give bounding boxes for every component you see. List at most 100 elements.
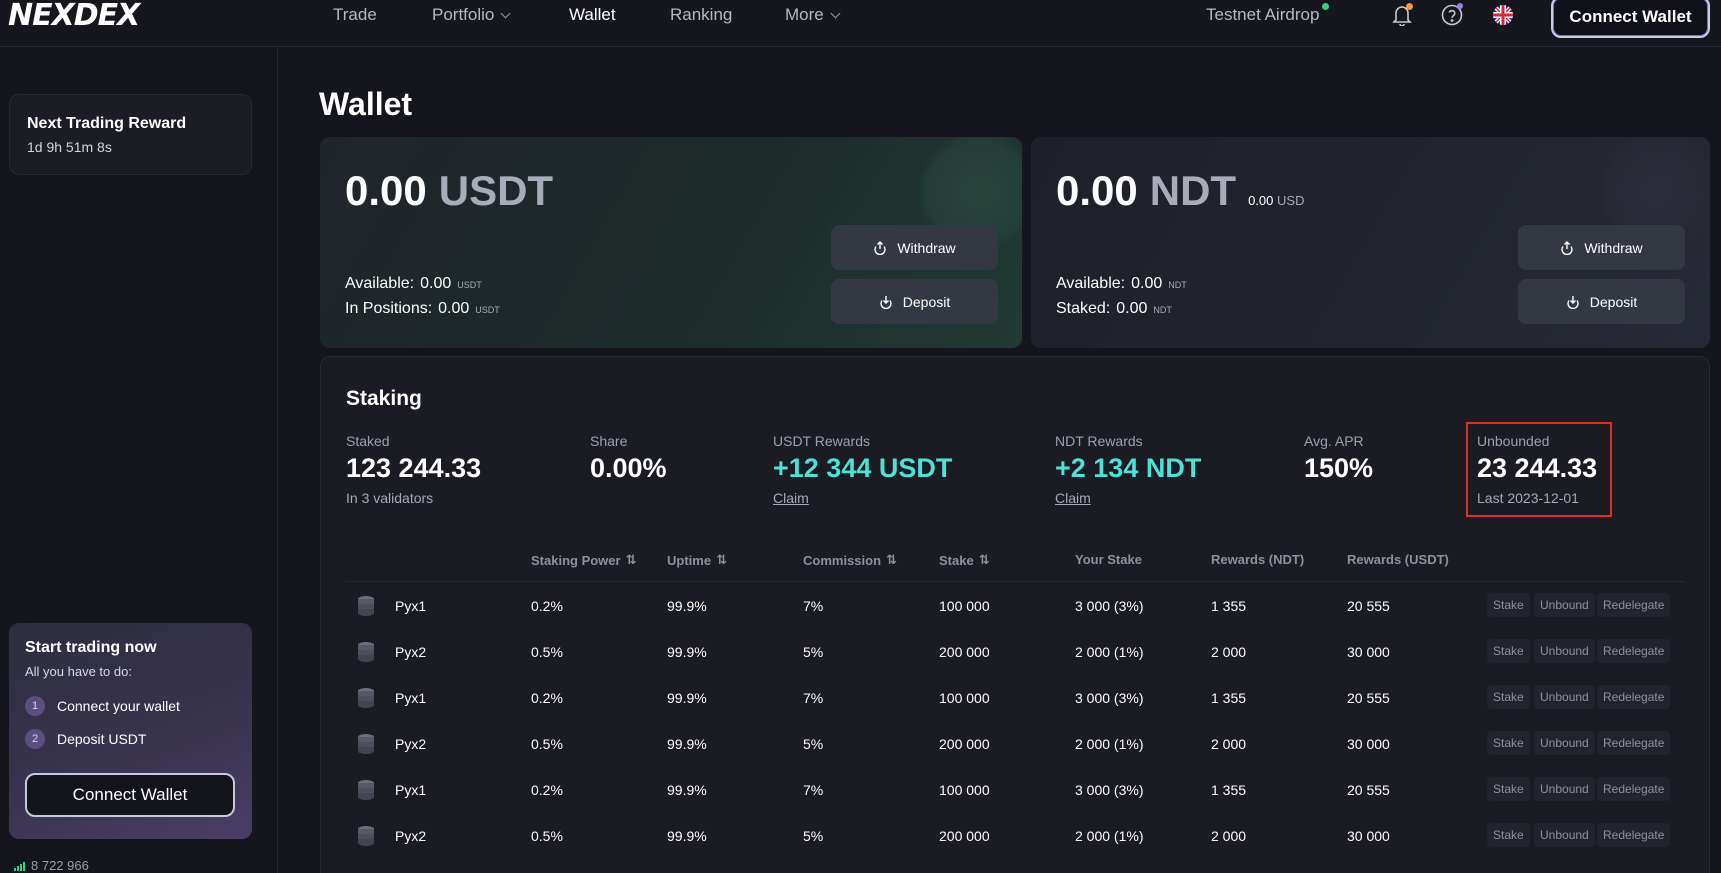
table-row: Pyx2 0.5% 99.9% 5% 200 000 2 000 (1%) 2 000 30 … <box>345 722 1685 768</box>
uk-flag-icon[interactable] <box>1490 2 1516 28</box>
redelegate-action-button[interactable]: Redelegate <box>1597 823 1671 847</box>
testnet-airdrop-link[interactable]: Testnet Airdrop <box>1206 5 1320 24</box>
unbound-action-button[interactable]: Unbound <box>1534 593 1595 617</box>
cell-uptime: 99.9% <box>667 690 707 706</box>
cell-uptime: 99.9% <box>667 828 707 844</box>
cell-rewards-ndt: 1 355 <box>1211 690 1247 706</box>
stat-usdt-rewards: USDT Rewards +12 344 USDT Claim <box>773 433 952 506</box>
step-number: 2 <box>25 729 45 749</box>
stake-action-button[interactable]: Stake <box>1487 823 1530 847</box>
stake-action-button[interactable]: Stake <box>1487 777 1530 801</box>
cell-power: 0.2% <box>531 598 563 614</box>
nav-ranking-label: Ranking <box>670 5 733 24</box>
col-uptime[interactable]: Uptime ⇅ <box>667 552 727 568</box>
cell-power: 0.5% <box>531 828 563 844</box>
usdt-withdraw-button[interactable]: Withdraw <box>831 225 998 270</box>
unbound-action-button[interactable]: Unbound <box>1534 731 1595 755</box>
positions-label: In Positions: <box>345 300 433 317</box>
withdraw-label: Withdraw <box>897 239 956 256</box>
available-label: Available: <box>345 275 415 292</box>
bell-icon[interactable] <box>1389 2 1415 28</box>
nexdex-logo[interactable]: NEXDEX <box>8 0 140 33</box>
redelegate-action-button[interactable]: Redelegate <box>1597 639 1671 663</box>
cell-rewards-usdt: 30 000 <box>1347 644 1390 660</box>
start-subtitle: All you have to do: <box>25 664 132 679</box>
ndt-amount: 0.00 <box>1056 167 1138 214</box>
help-icon[interactable] <box>1439 2 1465 28</box>
cell-stake: 200 000 <box>939 736 990 752</box>
stake-action-button[interactable]: Stake <box>1487 731 1530 755</box>
block-height-indicator: 8 722 966 <box>14 858 89 873</box>
staked-label: Staked: <box>1056 300 1111 317</box>
available-label: Available: <box>1056 275 1126 292</box>
nav-ranking[interactable]: Ranking <box>670 5 732 25</box>
step-connect-wallet[interactable]: 1 Connect your wallet <box>25 696 180 716</box>
stat-ndt-rewards: NDT Rewards +2 134 NDT Claim <box>1055 433 1201 506</box>
reward-title: Next Trading Reward <box>27 115 187 132</box>
claim-usdt-link[interactable]: Claim <box>773 490 809 506</box>
unbounded-highlight-box <box>1466 422 1612 517</box>
validator-coin-stack-icon <box>357 641 375 668</box>
ndt-balance: 0.00 NDT 0.00 USD <box>1056 167 1304 215</box>
ndt-balance-card: 0.00 NDT 0.00 USD Available: 0.00 NDT St… <box>1031 137 1710 348</box>
withdraw-icon <box>874 240 886 255</box>
cell-your-stake: 3 000 (3%) <box>1075 598 1144 614</box>
col-stake[interactable]: Stake ⇅ <box>939 552 990 568</box>
redelegate-action-button[interactable]: Redelegate <box>1597 777 1671 801</box>
stat-sub: In 3 validators <box>346 490 434 506</box>
step-label: Connect your wallet <box>57 698 180 714</box>
sort-icon: ⇅ <box>625 552 637 567</box>
ndt-deposit-button[interactable]: Deposit <box>1518 279 1685 324</box>
validator-coin-stack-icon <box>357 733 375 760</box>
sidebar-connect-wallet-button[interactable]: Connect Wallet <box>25 773 235 817</box>
nav-more[interactable]: More <box>785 5 841 25</box>
sort-icon: ⇅ <box>716 552 727 567</box>
nav-wallet-label: Wallet <box>569 5 616 24</box>
deposit-label: Deposit <box>1589 293 1638 310</box>
stake-action-button[interactable]: Stake <box>1487 593 1530 617</box>
stake-action-button[interactable]: Stake <box>1487 639 1530 663</box>
usdt-balance: 0.00 USDT <box>345 167 553 215</box>
redelegate-action-button[interactable]: Redelegate <box>1597 731 1671 755</box>
stat-avg-apr: Avg. APR 150% <box>1304 433 1373 484</box>
nav-wallet[interactable]: Wallet <box>569 5 616 25</box>
claim-ndt-link[interactable]: Claim <box>1055 490 1091 506</box>
col-commission[interactable]: Commission ⇅ <box>803 552 897 568</box>
connect-wallet-button[interactable]: Connect Wallet <box>1551 0 1710 38</box>
usdt-currency: USDT <box>438 167 554 214</box>
cell-rewards-usdt: 30 000 <box>1347 736 1390 752</box>
validator-coin-stack-icon <box>357 779 375 806</box>
sidebar: Next Trading Reward 1d 9h 51m 8s Start t… <box>0 48 278 873</box>
ndt-usd-value: 0.00 USD <box>1248 193 1305 208</box>
redelegate-action-button[interactable]: Redelegate <box>1597 685 1671 709</box>
stake-action-button[interactable]: Stake <box>1487 685 1530 709</box>
stat-label: Staked <box>346 433 390 449</box>
deposit-label: Deposit <box>902 293 951 310</box>
stat-label: USDT Rewards <box>773 433 870 449</box>
stat-value: 0.00% <box>590 453 667 483</box>
ndt-withdraw-button[interactable]: Withdraw <box>1518 225 1685 270</box>
top-nav: NEXDEX Trade Portfolio Wallet Ranking Mo… <box>0 0 1721 47</box>
unbound-action-button[interactable]: Unbound <box>1534 823 1595 847</box>
col-staking-power[interactable]: Staking Power ⇅ <box>531 552 637 568</box>
cell-commission: 7% <box>803 598 824 614</box>
unbound-action-button[interactable]: Unbound <box>1534 639 1595 663</box>
cell-commission: 7% <box>803 782 824 798</box>
step-deposit-usdt[interactable]: 2 Deposit USDT <box>25 729 146 749</box>
cell-rewards-ndt: 2 000 <box>1211 736 1247 752</box>
usdt-deposit-button[interactable]: Deposit <box>831 279 998 324</box>
nav-portfolio[interactable]: Portfolio <box>432 5 511 25</box>
sort-icon: ⇅ <box>978 552 990 567</box>
unbound-action-button[interactable]: Unbound <box>1534 685 1595 709</box>
nav-trade[interactable]: Trade <box>333 5 377 25</box>
ndt-available: Available: 0.00 NDT <box>1056 275 1187 293</box>
usdt-in-positions: In Positions: 0.00 USDT <box>345 300 500 318</box>
cell-rewards-ndt: 1 355 <box>1211 598 1247 614</box>
cell-uptime: 99.9% <box>667 736 707 752</box>
unbound-action-button[interactable]: Unbound <box>1534 777 1595 801</box>
redelegate-action-button[interactable]: Redelegate <box>1597 593 1671 617</box>
stat-value: +12 344 USDT <box>773 453 953 483</box>
chevron-down-icon <box>500 8 511 18</box>
cell-your-stake: 3 000 (3%) <box>1075 782 1144 798</box>
stat-value: +2 134 NDT <box>1055 453 1202 483</box>
